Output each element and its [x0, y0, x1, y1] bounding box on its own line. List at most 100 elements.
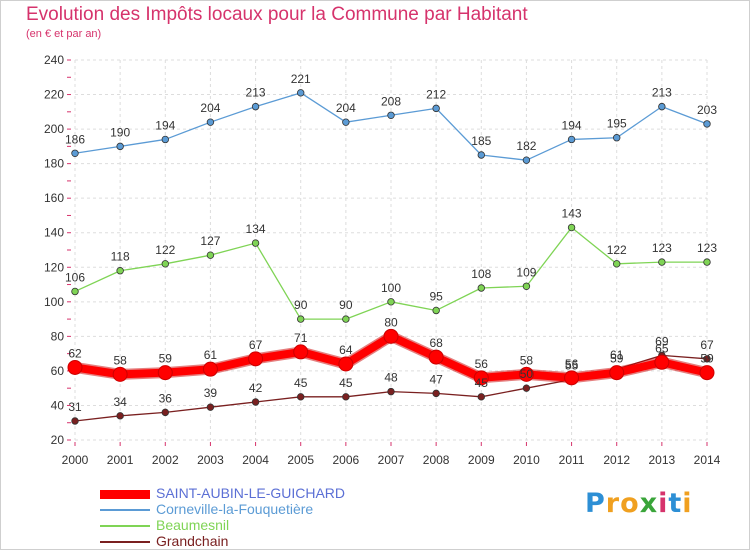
data-point	[699, 365, 715, 381]
y-tick-label: 140	[44, 226, 64, 240]
proxiti-logo: Proxiti	[585, 488, 693, 519]
data-label: 213	[246, 86, 266, 100]
logo-letter: o	[620, 488, 640, 519]
x-tick-label: 2006	[333, 453, 360, 467]
data-label: 45	[294, 376, 308, 390]
data-point	[248, 351, 264, 367]
data-point	[703, 120, 711, 128]
data-label: 190	[110, 125, 130, 139]
data-point	[387, 298, 395, 306]
data-point	[383, 328, 399, 344]
data-label: 67	[249, 338, 263, 352]
data-label: 61	[204, 348, 218, 362]
data-point	[342, 315, 350, 323]
data-point	[297, 315, 305, 323]
data-point	[387, 111, 395, 119]
data-point	[387, 387, 395, 396]
chart-subtitle: (en € et par an)	[26, 28, 102, 40]
data-point	[522, 156, 531, 164]
y-tick-label: 60	[51, 364, 65, 378]
y-tick-label: 20	[51, 433, 65, 447]
legend-swatch	[100, 525, 150, 527]
y-tick-label: 160	[44, 191, 64, 205]
data-point	[297, 89, 305, 97]
legend-label: Corneville-la-Fouquetière	[156, 501, 314, 517]
data-point	[116, 142, 124, 151]
x-tick-label: 2014	[694, 453, 721, 467]
data-label: 95	[429, 289, 443, 303]
data-point	[518, 366, 534, 382]
data-label: 194	[155, 118, 175, 132]
series-layer	[67, 89, 715, 425]
legend-label: Beaumesnil	[156, 517, 230, 533]
x-tick-label: 2001	[107, 453, 134, 467]
data-point	[251, 102, 260, 111]
data-label: 204	[336, 101, 356, 115]
data-point	[161, 135, 169, 144]
y-tick-label: 220	[44, 88, 64, 102]
data-point	[161, 408, 169, 417]
data-label: 69	[655, 334, 669, 348]
legend-label: Grandchain	[156, 533, 229, 549]
data-point	[293, 344, 309, 360]
legend-swatch	[100, 541, 150, 543]
data-point	[654, 354, 670, 370]
data-label: 61	[610, 348, 624, 362]
data-label: 208	[381, 94, 401, 108]
data-label: 90	[339, 298, 353, 312]
data-point	[251, 398, 260, 406]
data-label: 195	[607, 117, 627, 131]
data-label: 204	[200, 101, 220, 115]
data-point	[342, 118, 350, 126]
data-point	[161, 260, 169, 268]
data-label: 90	[294, 298, 308, 312]
data-point	[112, 366, 128, 382]
data-point	[297, 393, 305, 401]
data-label: 221	[291, 72, 311, 86]
logo-letter: i	[682, 488, 693, 519]
data-point	[703, 258, 711, 266]
x-tick-label: 2011	[559, 453, 585, 467]
data-point	[251, 239, 260, 247]
data-label: 106	[65, 270, 85, 284]
y-tick-label: 240	[44, 53, 64, 67]
data-point	[613, 134, 621, 142]
data-point	[522, 384, 531, 392]
data-point	[432, 104, 440, 113]
data-label: 45	[475, 376, 489, 390]
data-point	[71, 417, 79, 425]
y-tick-label: 100	[44, 295, 64, 309]
data-label: 62	[68, 346, 82, 360]
data-point	[609, 365, 625, 381]
data-point	[202, 361, 218, 377]
logo-letter: i	[658, 488, 669, 519]
data-point	[613, 260, 621, 268]
x-tick-label: 2007	[378, 453, 405, 467]
data-point	[432, 306, 440, 315]
data-label: 109	[516, 265, 536, 279]
x-tick-label: 2002	[152, 453, 179, 467]
data-label: 58	[113, 353, 127, 367]
y-tick-label: 200	[44, 122, 64, 136]
data-label: 108	[471, 267, 491, 281]
x-tick-label: 2008	[423, 453, 450, 467]
data-label: 122	[607, 243, 627, 257]
x-tick-label: 2010	[513, 453, 540, 467]
data-point	[342, 393, 350, 401]
data-point	[567, 135, 576, 144]
data-label: 134	[246, 222, 266, 236]
data-point	[473, 370, 489, 386]
data-label: 59	[700, 352, 714, 366]
logo-letter: r	[605, 488, 621, 519]
chart-title: Evolution des Impôts locaux pour la Comm…	[26, 4, 528, 25]
data-label: 143	[562, 207, 582, 221]
data-point	[206, 403, 215, 411]
data-label: 56	[565, 357, 579, 371]
logo-letter: x	[639, 488, 659, 519]
x-tick-label: 2003	[197, 453, 224, 467]
data-label: 42	[249, 381, 263, 395]
data-label: 100	[381, 281, 401, 295]
data-label: 47	[429, 372, 443, 386]
y-tick-label: 80	[51, 329, 65, 343]
